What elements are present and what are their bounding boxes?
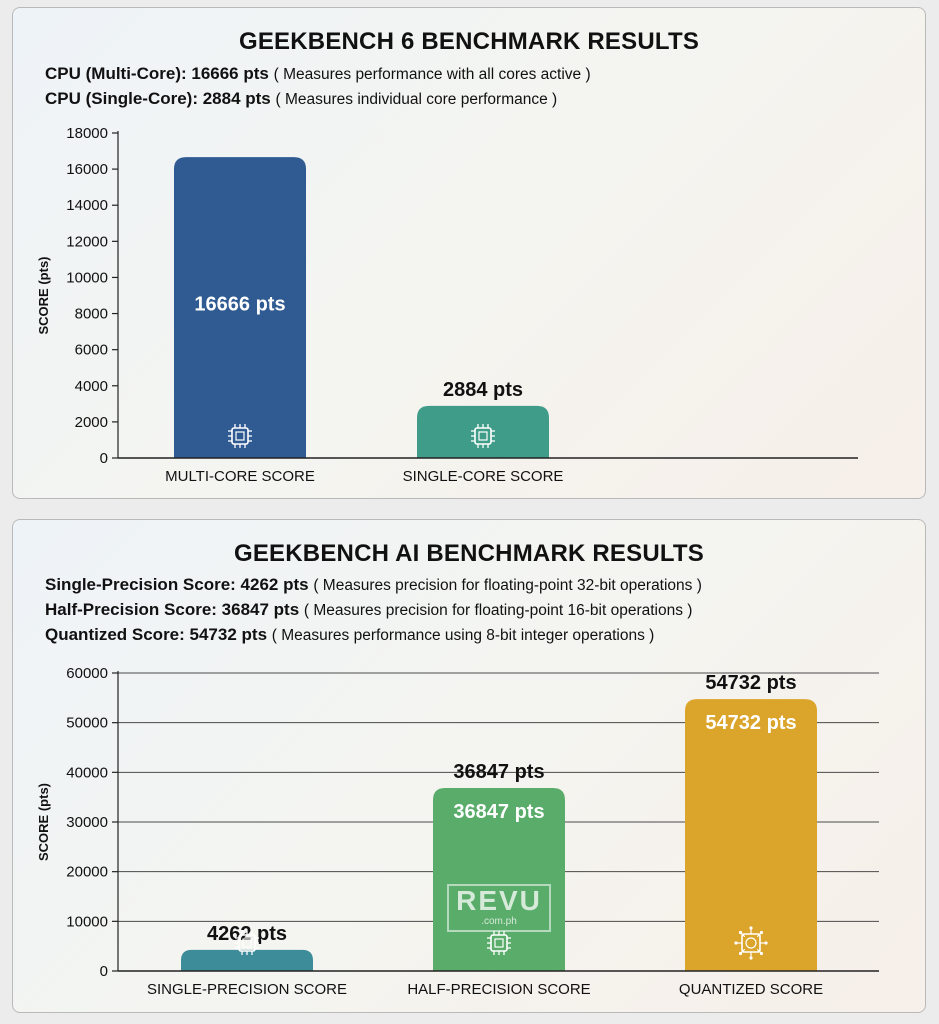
quantized-summary: Quantized Score: 54732 pts ( Measures pe… <box>45 625 654 645</box>
geekbench-ai-panel: GEEKBENCH AI BENCHMARK RESULTS Single-Pr… <box>12 519 926 1013</box>
half-precision-summary-desc: ( Measures precision for floating-point … <box>303 602 693 619</box>
x-tick-label-quantized-score: QUANTIZED SCORE <box>679 981 823 998</box>
multi-core-summary-label: CPU (Multi-Core): 16666 pts <box>45 64 269 83</box>
geekbench-ai-title: GEEKBENCH AI BENCHMARK RESULTS <box>233 540 704 567</box>
y-tick-label: 10000 <box>66 913 108 930</box>
cpu-chip-icon <box>228 424 252 448</box>
data-label-above-quantized-score: 54732 pts <box>705 672 796 694</box>
half-precision-summary: Half-Precision Score: 36847 pts ( Measur… <box>45 600 692 620</box>
y-tick-label: 0 <box>100 450 108 467</box>
y-axis-label: SCORE (pts) <box>36 783 51 861</box>
cpu-chip-icon <box>235 931 259 955</box>
single-precision-summary-desc: ( Measures precision for floating-point … <box>313 577 702 594</box>
data-label-inside-half-precision-score: 36847 pts <box>453 801 544 823</box>
y-axis-label: SCORE (pts) <box>36 257 51 335</box>
cpu-chip-icon <box>471 424 495 448</box>
y-tick-label: 12000 <box>66 233 108 250</box>
y-tick-label: 6000 <box>75 342 108 359</box>
watermark-brand: REVU <box>456 885 542 916</box>
geekbench-ai-bar-chart: SCORE (pts) 0 10000 20000 30000 40000 50000 600… <box>36 665 879 998</box>
quantized-summary-label: Quantized Score: 54732 pts <box>45 625 268 644</box>
ai-chip-icon <box>734 926 768 960</box>
y-tick-label: 60000 <box>66 665 108 682</box>
y-tick-label: 18000 <box>66 125 108 142</box>
revu-watermark: REVU .com.ph <box>447 884 551 932</box>
multi-core-summary: CPU (Multi-Core): 16666 pts ( Measures p… <box>45 64 591 84</box>
geekbench6-bar-chart: SCORE (pts) 0 2000 4000 6000 8000 10000 12000 14… <box>36 125 858 485</box>
y-tick-label: 40000 <box>66 764 108 781</box>
single-core-summary-label: CPU (Single-Core): 2884 pts <box>45 89 271 108</box>
data-label-inside-quantized-score: 54732 pts <box>705 712 796 734</box>
quantized-summary-desc: ( Measures performance using 8-bit integ… <box>271 627 655 644</box>
x-tick-label-single-precision-score: SINGLE-PRECISION SCORE <box>147 981 347 998</box>
y-tick-label: 16000 <box>66 161 108 178</box>
data-label-above-half-precision-score: 36847 pts <box>453 761 544 783</box>
multi-core-summary-desc: ( Measures performance with all cores ac… <box>273 66 591 83</box>
y-tick-label: 10000 <box>66 269 108 286</box>
data-label-multi-core-score: 16666 pts <box>194 294 285 316</box>
bar-single-precision-score <box>181 949 313 971</box>
half-precision-summary-label: Half-Precision Score: 36847 pts <box>45 600 300 619</box>
bar-half-precision-score <box>433 787 565 971</box>
watermark-domain: .com.ph <box>481 916 517 927</box>
single-precision-summary-label: Single-Precision Score: 4262 pts <box>45 575 309 594</box>
geekbench6-panel: GEEKBENCH 6 BENCHMARK RESULTS CPU (Multi… <box>12 7 926 499</box>
y-tick-label: 4000 <box>75 378 108 395</box>
data-label-above-single-core-score: 2884 pts <box>443 379 523 401</box>
geekbench6-title: GEEKBENCH 6 BENCHMARK RESULTS <box>238 28 700 55</box>
y-tick-label: 8000 <box>75 306 108 323</box>
bar-multi-core-score <box>174 157 306 458</box>
y-tick-label: 30000 <box>66 814 108 831</box>
single-precision-summary: Single-Precision Score: 4262 pts ( Measu… <box>45 575 702 595</box>
x-tick-label-multi-core-score: MULTI-CORE SCORE <box>165 468 315 485</box>
y-tick-label: 2000 <box>75 414 108 431</box>
single-core-summary-desc: ( Measures individual core performance ) <box>275 91 558 108</box>
x-tick-label-half-precision-score: HALF-PRECISION SCORE <box>407 981 590 998</box>
y-tick-label: 0 <box>100 963 108 980</box>
x-tick-label-single-core-score: SINGLE-CORE SCORE <box>403 468 564 485</box>
y-tick-label: 20000 <box>66 864 108 881</box>
y-tick-label: 14000 <box>66 197 108 214</box>
single-core-summary: CPU (Single-Core): 2884 pts ( Measures i… <box>45 89 557 109</box>
bar-quantized-score <box>685 699 817 971</box>
y-tick-label: 50000 <box>66 715 108 732</box>
